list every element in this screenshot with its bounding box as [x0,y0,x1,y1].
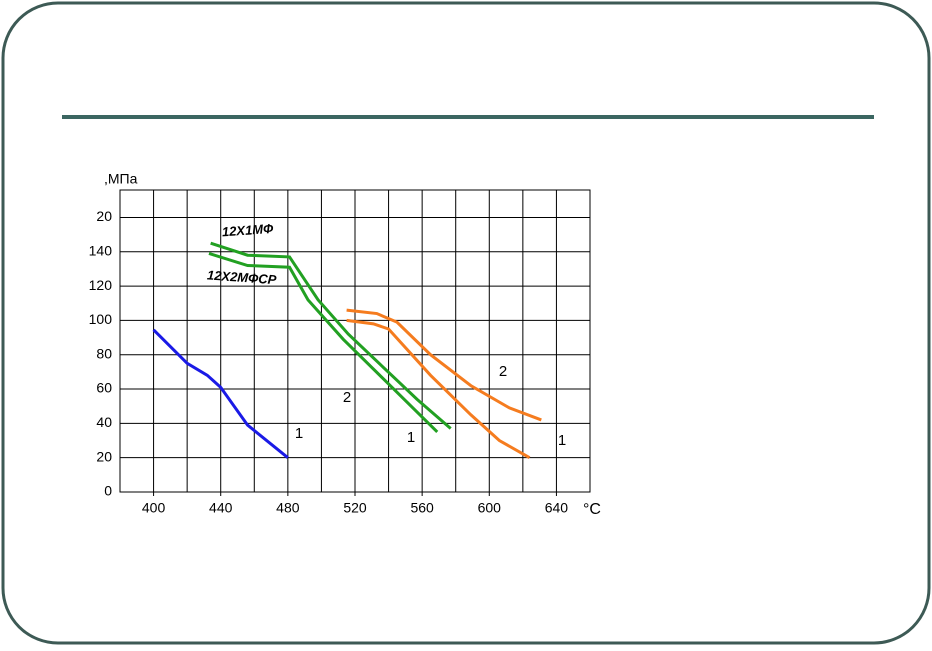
y-tick-label: 100 [89,311,113,327]
y-tick-label: 120 [89,277,113,293]
series-line [210,241,452,430]
y-tick-label: 140 [89,242,113,258]
x-tick-label: 600 [478,500,502,516]
annotation: 1 [295,425,303,442]
annotation: 1 [558,432,566,449]
y-tick-label: 20 [96,448,112,464]
series-line [346,308,542,422]
y-tick-label: 0 [104,483,112,499]
x-tick-label: 400 [142,500,166,516]
annotation: 1 [407,429,415,446]
y-tick-label: 20 [96,208,112,224]
y-axis-label: ,МПа [104,171,138,187]
x-tick-label: 640 [545,500,569,516]
y-tick-label: 80 [96,345,112,361]
y-tick-label: 40 [96,414,112,430]
series-label: 12Х2МФСР [207,267,278,287]
series-label: 12Х1МФ [221,221,274,240]
x-tick-label: 560 [410,500,434,516]
annotation: 2 [499,363,507,380]
series-line [346,318,531,459]
x-axis-label: °С [583,501,601,518]
series-line [152,328,289,459]
annotation: 2 [343,389,351,406]
y-tick-label: 60 [96,380,112,396]
series-line [208,252,439,434]
x-tick-label: 440 [209,500,233,516]
x-tick-label: 480 [276,500,300,516]
x-tick-label: 520 [343,500,367,516]
